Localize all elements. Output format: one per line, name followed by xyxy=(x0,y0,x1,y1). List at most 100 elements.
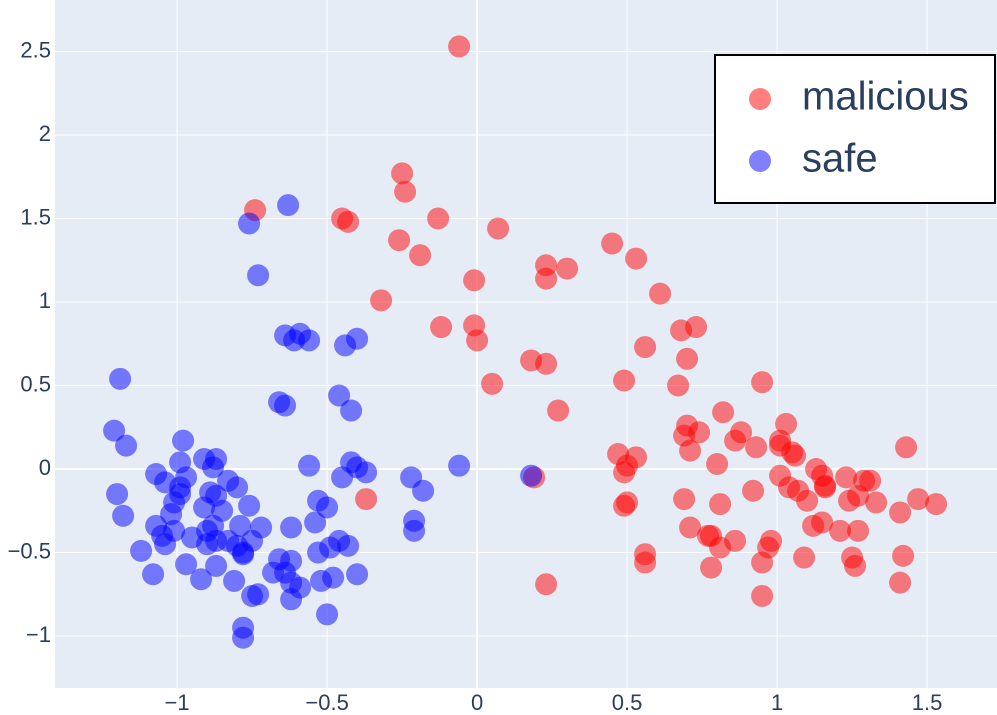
point xyxy=(625,247,648,270)
point xyxy=(535,267,558,290)
x-tick-label: 0.5 xyxy=(612,690,643,715)
point xyxy=(316,603,339,626)
point xyxy=(487,217,510,240)
point xyxy=(205,554,228,577)
point xyxy=(277,194,300,217)
point xyxy=(247,583,270,606)
point xyxy=(835,466,858,489)
point xyxy=(892,544,915,567)
point xyxy=(889,571,912,594)
point xyxy=(430,316,453,339)
y-tick-label: 2.5 xyxy=(20,37,51,62)
y-tick-label: −0.5 xyxy=(8,538,51,563)
point xyxy=(103,419,126,442)
point xyxy=(796,489,819,512)
point xyxy=(154,533,177,556)
point xyxy=(667,374,690,397)
legend-label: malicious xyxy=(802,75,969,119)
point xyxy=(814,476,837,499)
x-tick-label: 0 xyxy=(471,690,483,715)
point xyxy=(634,336,657,359)
point xyxy=(340,399,363,422)
point xyxy=(712,401,735,424)
point xyxy=(409,244,432,267)
point xyxy=(337,534,360,557)
point xyxy=(232,626,255,649)
legend-box xyxy=(714,54,996,204)
x-tick-label: −1 xyxy=(165,690,190,715)
point xyxy=(889,501,912,524)
legend: malicious safe xyxy=(714,54,996,204)
point xyxy=(925,493,948,516)
point xyxy=(202,456,225,479)
point xyxy=(280,516,303,539)
point xyxy=(700,556,723,579)
point xyxy=(412,479,435,502)
point xyxy=(679,439,702,462)
point xyxy=(307,541,330,564)
point xyxy=(775,412,798,435)
point xyxy=(535,352,558,375)
point xyxy=(232,543,255,566)
point xyxy=(676,347,699,370)
point xyxy=(751,551,774,574)
point xyxy=(328,384,351,407)
point xyxy=(865,491,888,514)
point xyxy=(205,529,228,552)
point xyxy=(613,461,636,484)
point xyxy=(115,434,138,457)
point xyxy=(304,511,327,534)
point xyxy=(238,212,261,235)
point xyxy=(745,436,768,459)
point xyxy=(106,483,129,506)
point xyxy=(685,316,708,339)
point xyxy=(238,494,261,517)
point xyxy=(298,454,321,477)
point xyxy=(463,269,486,292)
point xyxy=(337,210,360,233)
x-tick-label: 1 xyxy=(771,690,783,715)
point xyxy=(331,466,354,489)
point xyxy=(838,489,861,512)
y-tick-label: 2 xyxy=(39,121,51,146)
point xyxy=(355,488,378,511)
point xyxy=(193,496,216,519)
point xyxy=(190,568,213,591)
y-tick-label: 0.5 xyxy=(20,371,51,396)
point xyxy=(613,369,636,392)
point xyxy=(547,399,570,422)
y-tick-label: −1 xyxy=(26,622,51,647)
point xyxy=(556,257,579,280)
point xyxy=(280,588,303,611)
point xyxy=(394,180,417,203)
point xyxy=(481,372,504,395)
point xyxy=(613,494,636,517)
point xyxy=(130,539,153,562)
point xyxy=(112,504,135,527)
point xyxy=(895,436,918,459)
y-tick-label: 0 xyxy=(39,455,51,480)
point xyxy=(706,453,729,476)
y-tick-label: 1 xyxy=(39,288,51,313)
point xyxy=(274,394,297,417)
point xyxy=(673,488,696,511)
point xyxy=(649,282,672,305)
point xyxy=(388,229,411,252)
point xyxy=(811,511,834,534)
y-tick-label: 1.5 xyxy=(20,204,51,229)
point xyxy=(601,232,624,255)
point xyxy=(334,334,357,357)
point xyxy=(724,429,747,452)
x-tick-label: 1.5 xyxy=(912,690,943,715)
legend-marker xyxy=(749,150,771,172)
point xyxy=(535,573,558,596)
x-tick-label: −0.5 xyxy=(305,690,348,715)
point xyxy=(751,584,774,607)
point xyxy=(223,569,246,592)
legend-marker xyxy=(749,88,771,110)
point xyxy=(829,519,852,542)
legend-label: safe xyxy=(802,137,878,181)
point xyxy=(784,444,807,467)
point xyxy=(226,476,249,499)
